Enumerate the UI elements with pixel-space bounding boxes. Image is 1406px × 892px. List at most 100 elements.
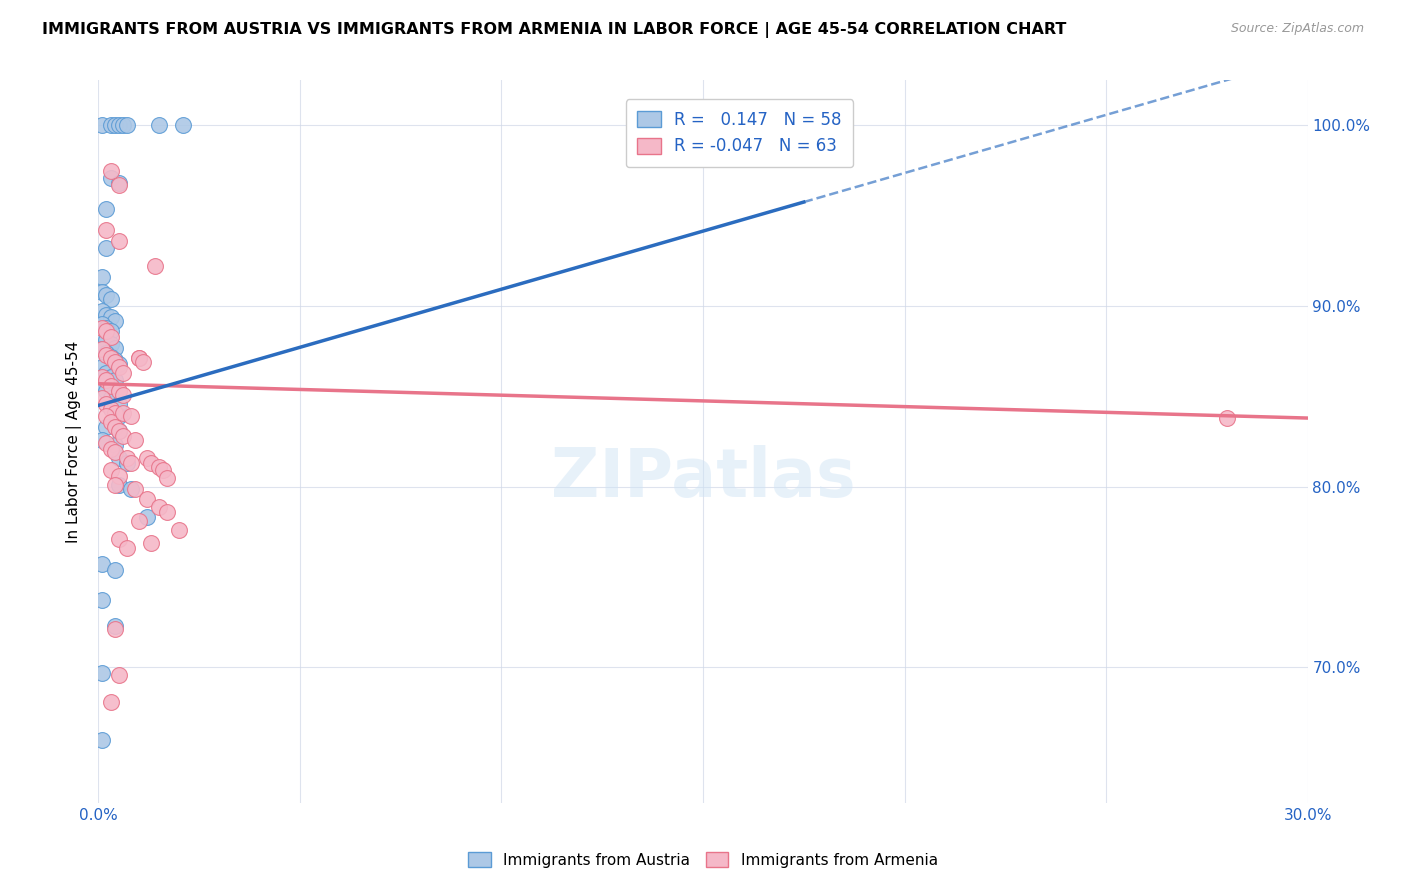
- Point: [96, 436, 118, 450]
- Point: [96, 334, 118, 348]
- Point: [111, 406, 134, 420]
- Point: [103, 406, 125, 420]
- Point: [100, 463, 122, 477]
- Point: [120, 409, 142, 424]
- Point: [100, 310, 122, 324]
- Point: [96, 202, 118, 216]
- Point: [91, 320, 114, 334]
- Point: [107, 234, 129, 248]
- Point: [115, 450, 138, 465]
- Point: [91, 558, 114, 572]
- Point: [96, 320, 118, 334]
- Point: [172, 119, 194, 133]
- Point: [135, 450, 157, 465]
- Point: [103, 438, 125, 452]
- Point: [91, 369, 114, 384]
- Point: [96, 241, 118, 255]
- Point: [132, 355, 155, 369]
- Point: [100, 369, 122, 384]
- Point: [111, 366, 134, 380]
- Point: [103, 406, 125, 420]
- Point: [124, 482, 146, 496]
- Point: [103, 445, 125, 459]
- Point: [91, 270, 114, 285]
- Point: [96, 348, 118, 362]
- Point: [100, 170, 122, 185]
- Point: [107, 384, 129, 398]
- Point: [103, 563, 125, 577]
- Point: [103, 119, 125, 133]
- Point: [96, 223, 118, 237]
- Point: [107, 119, 129, 133]
- Point: [103, 341, 125, 355]
- Point: [91, 304, 114, 318]
- Point: [96, 409, 118, 424]
- Point: [156, 505, 179, 519]
- Point: [107, 178, 129, 192]
- Point: [107, 468, 129, 483]
- Point: [128, 351, 150, 366]
- Legend: R =   0.147   N = 58, R = -0.047   N = 63: R = 0.147 N = 58, R = -0.047 N = 63: [626, 99, 853, 167]
- Point: [103, 623, 125, 637]
- Point: [103, 420, 125, 434]
- Point: [135, 492, 157, 507]
- Point: [124, 433, 146, 447]
- Point: [135, 510, 157, 524]
- Text: IMMIGRANTS FROM AUSTRIA VS IMMIGRANTS FROM ARMENIA IN LABOR FORCE | AGE 45-54 CO: IMMIGRANTS FROM AUSTRIA VS IMMIGRANTS FR…: [42, 22, 1067, 38]
- Text: ZIPatlas: ZIPatlas: [551, 445, 855, 510]
- Point: [115, 456, 138, 470]
- Point: [107, 424, 129, 438]
- Point: [100, 330, 122, 344]
- Point: [148, 500, 170, 514]
- Point: [107, 176, 129, 190]
- Point: [1216, 411, 1239, 425]
- Point: [96, 288, 118, 302]
- Point: [91, 330, 114, 344]
- Point: [100, 337, 122, 351]
- Point: [91, 433, 114, 447]
- Point: [103, 478, 125, 492]
- Point: [143, 260, 166, 274]
- Point: [96, 373, 118, 387]
- Point: [100, 391, 122, 405]
- Point: [120, 456, 142, 470]
- Point: [96, 396, 118, 410]
- Point: [148, 119, 170, 133]
- Point: [96, 366, 118, 380]
- Point: [103, 373, 125, 387]
- Point: [120, 482, 142, 496]
- Point: [100, 402, 122, 417]
- Point: [107, 357, 129, 371]
- Point: [91, 119, 114, 133]
- Point: [91, 317, 114, 331]
- Point: [107, 424, 129, 438]
- Point: [91, 391, 114, 405]
- Point: [96, 384, 118, 398]
- Point: [100, 119, 122, 133]
- Point: [91, 343, 114, 357]
- Point: [107, 360, 129, 375]
- Point: [107, 532, 129, 546]
- Point: [139, 456, 162, 470]
- Point: [115, 541, 138, 555]
- Point: [100, 442, 122, 456]
- Point: [96, 324, 118, 338]
- Point: [111, 387, 134, 401]
- Point: [96, 308, 118, 322]
- Point: [107, 396, 129, 410]
- Point: [128, 514, 150, 528]
- Point: [91, 378, 114, 392]
- Point: [156, 470, 179, 484]
- Text: Source: ZipAtlas.com: Source: ZipAtlas.com: [1230, 22, 1364, 36]
- Point: [100, 324, 122, 338]
- Point: [139, 535, 162, 549]
- Point: [100, 350, 122, 364]
- Point: [115, 119, 138, 133]
- Point: [111, 119, 134, 133]
- Point: [100, 163, 122, 178]
- Point: [107, 450, 129, 465]
- Point: [107, 667, 129, 681]
- Point: [96, 346, 118, 360]
- Y-axis label: In Labor Force | Age 45-54: In Labor Force | Age 45-54: [66, 341, 83, 542]
- Point: [91, 732, 114, 747]
